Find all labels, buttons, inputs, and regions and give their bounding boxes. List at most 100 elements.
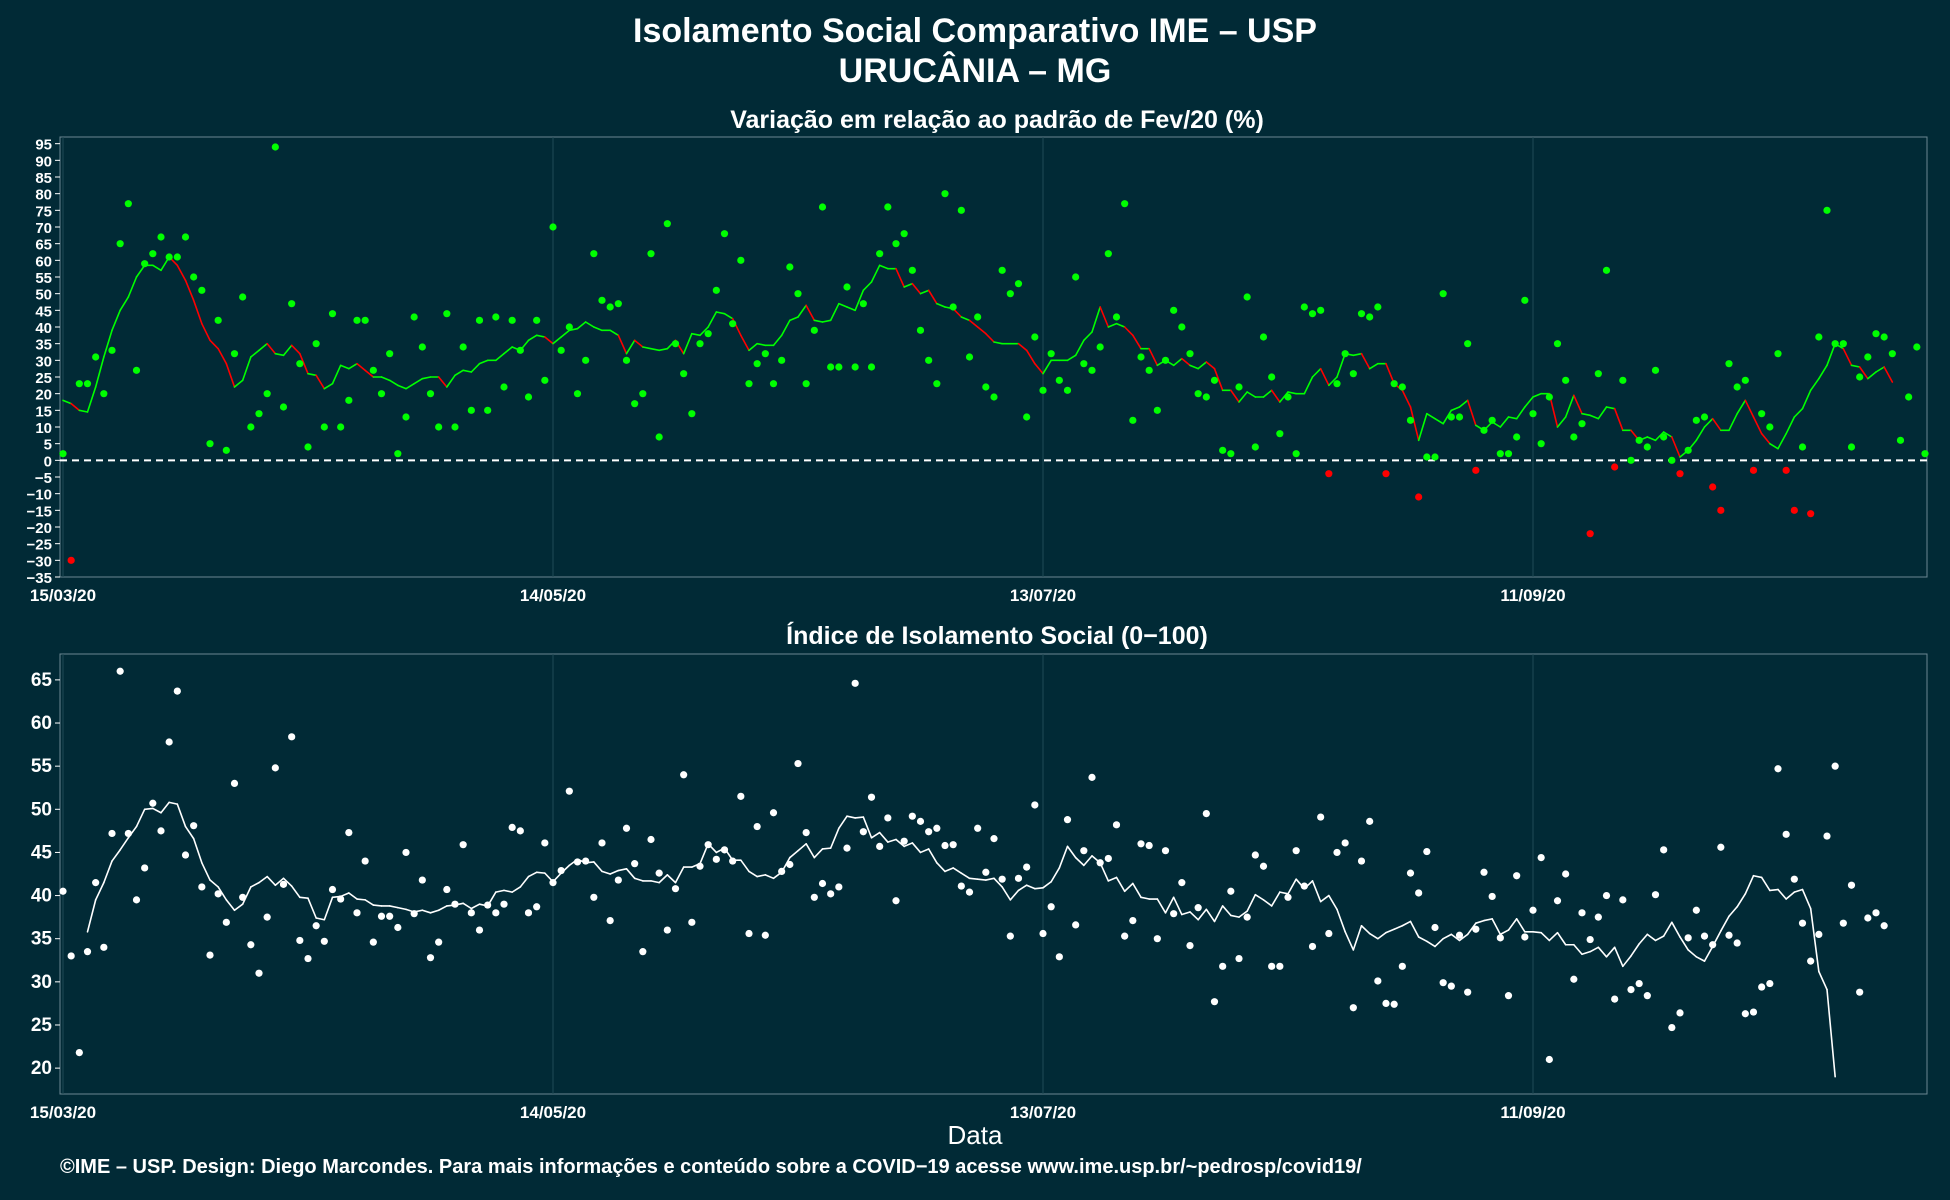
- p2-data-point: [1317, 813, 1325, 821]
- p1-data-point: [769, 380, 778, 388]
- p2-trend-segment: [1385, 928, 1395, 934]
- p1-trend-segment: [772, 334, 783, 347]
- p2-trend-segment: [1679, 936, 1689, 951]
- p2-trend-segment: [601, 870, 611, 875]
- p1-data-point: [1088, 366, 1096, 374]
- p1-trend-segment: [854, 289, 865, 312]
- p1-data-point: [1300, 303, 1308, 311]
- p2-data-point: [933, 824, 941, 832]
- p1-trend-segment: [1752, 416, 1763, 435]
- p1-trend-segment: [127, 276, 138, 298]
- p1-trend-segment: [1148, 347, 1159, 367]
- p2-trend-segment: [895, 838, 905, 848]
- p1-trend-segment: [331, 364, 342, 385]
- p2-trend-segment: [1279, 891, 1289, 895]
- p1-data-point: [990, 393, 998, 401]
- p1-trend-segment: [503, 346, 513, 355]
- p1-trend-segment: [691, 332, 701, 337]
- p1-data-point: [353, 316, 361, 324]
- p1-trend-segment: [266, 342, 277, 355]
- p2-data-point: [492, 909, 500, 917]
- p2-data-point: [990, 835, 998, 843]
- p2-data-point: [67, 952, 75, 960]
- p2-data-point: [1088, 773, 1096, 781]
- p1-data-point: [1096, 343, 1104, 351]
- p2-data-point: [1374, 977, 1382, 985]
- p2-data-point: [753, 822, 761, 831]
- p2-data-point: [1480, 868, 1488, 876]
- p1-trend-segment: [1426, 412, 1436, 420]
- p2-data-point: [59, 887, 67, 895]
- p1-trend-segment: [911, 282, 922, 295]
- p1-trend-segment: [1083, 331, 1093, 342]
- p1-data-point: [1529, 410, 1537, 418]
- p2-trend-segment: [1156, 898, 1167, 914]
- p2-data-point: [369, 938, 377, 946]
- p2-data-point: [1847, 881, 1856, 889]
- p2-data-point: [965, 888, 974, 896]
- p1-trend-segment: [642, 346, 652, 350]
- p2-trend-segment: [299, 896, 309, 899]
- p1-data-point: [941, 190, 949, 198]
- p2-data-point: [1349, 1004, 1357, 1012]
- p2-data-point: [1807, 957, 1815, 965]
- p1-trend-segment: [1581, 412, 1591, 417]
- p2-data-point: [671, 885, 680, 893]
- p2-trend-segment: [1262, 899, 1273, 907]
- p1-data-point: [1521, 296, 1529, 304]
- p2-data-point: [247, 941, 255, 949]
- p1-data-point: [1823, 206, 1831, 214]
- p1-data-point: [394, 450, 402, 458]
- p1-data-point: [1733, 383, 1741, 391]
- p2-trend-segment: [985, 877, 995, 881]
- p2-trend-segment: [1826, 988, 1836, 1078]
- p2-trend-segment: [878, 831, 889, 843]
- p2-y-tick-label: 20: [31, 1058, 52, 1079]
- p2-data-point: [1741, 1010, 1749, 1018]
- p2-trend-segment: [160, 801, 170, 814]
- p2-trend-segment: [756, 874, 767, 878]
- p2-data-point: [1170, 910, 1178, 918]
- p1-data-point: [818, 203, 827, 211]
- p1-y-tick-label: 45: [35, 303, 52, 320]
- p1-data-point: [1145, 366, 1153, 374]
- p1-data-point: [998, 266, 1006, 274]
- p2-data-point: [508, 823, 516, 832]
- p2-data-point: [149, 799, 157, 807]
- p2-trend-segment: [1654, 935, 1665, 942]
- p2-data-point: [394, 923, 402, 932]
- p2-data-point: [810, 893, 818, 901]
- p1-data-point: [328, 310, 337, 318]
- p1-trend-segment: [478, 359, 489, 365]
- p1-trend-segment: [1401, 389, 1412, 408]
- p2-trend-segment: [1728, 905, 1738, 918]
- p2-data-point: [827, 890, 835, 898]
- p2-trend-segment: [919, 848, 930, 854]
- p2-trend-segment: [1777, 888, 1787, 900]
- p2-trend-segment: [192, 837, 203, 864]
- p2-data-point: [761, 931, 769, 939]
- p1-data-point: [622, 356, 631, 364]
- p2-data-point: [1423, 847, 1431, 856]
- p2-trend-segment: [1466, 922, 1477, 936]
- p2-trend-segment: [1287, 878, 1297, 895]
- p1-trend-segment: [552, 336, 562, 345]
- p1-trend-segment: [233, 379, 244, 388]
- p2-data-point: [647, 835, 655, 844]
- p1-data-point: [541, 376, 549, 384]
- p1-trend-segment: [535, 334, 546, 338]
- p1-trend-segment: [723, 312, 734, 320]
- p1-trend-segment: [119, 296, 130, 312]
- p2-trend-segment: [1695, 956, 1706, 962]
- p1-data-point: [1259, 333, 1268, 341]
- p1-data-point: [279, 403, 288, 411]
- p2-data-point: [867, 793, 876, 801]
- p1-data-point: [704, 330, 712, 338]
- p1-trend-segment: [1336, 352, 1346, 378]
- p2-data-point: [1635, 979, 1643, 988]
- p2-data-point: [1692, 906, 1700, 914]
- p2-trend-segment: [609, 869, 620, 875]
- p1-data-point: [181, 233, 190, 241]
- p2-data-point: [590, 893, 598, 901]
- p1-data-point: [655, 433, 663, 441]
